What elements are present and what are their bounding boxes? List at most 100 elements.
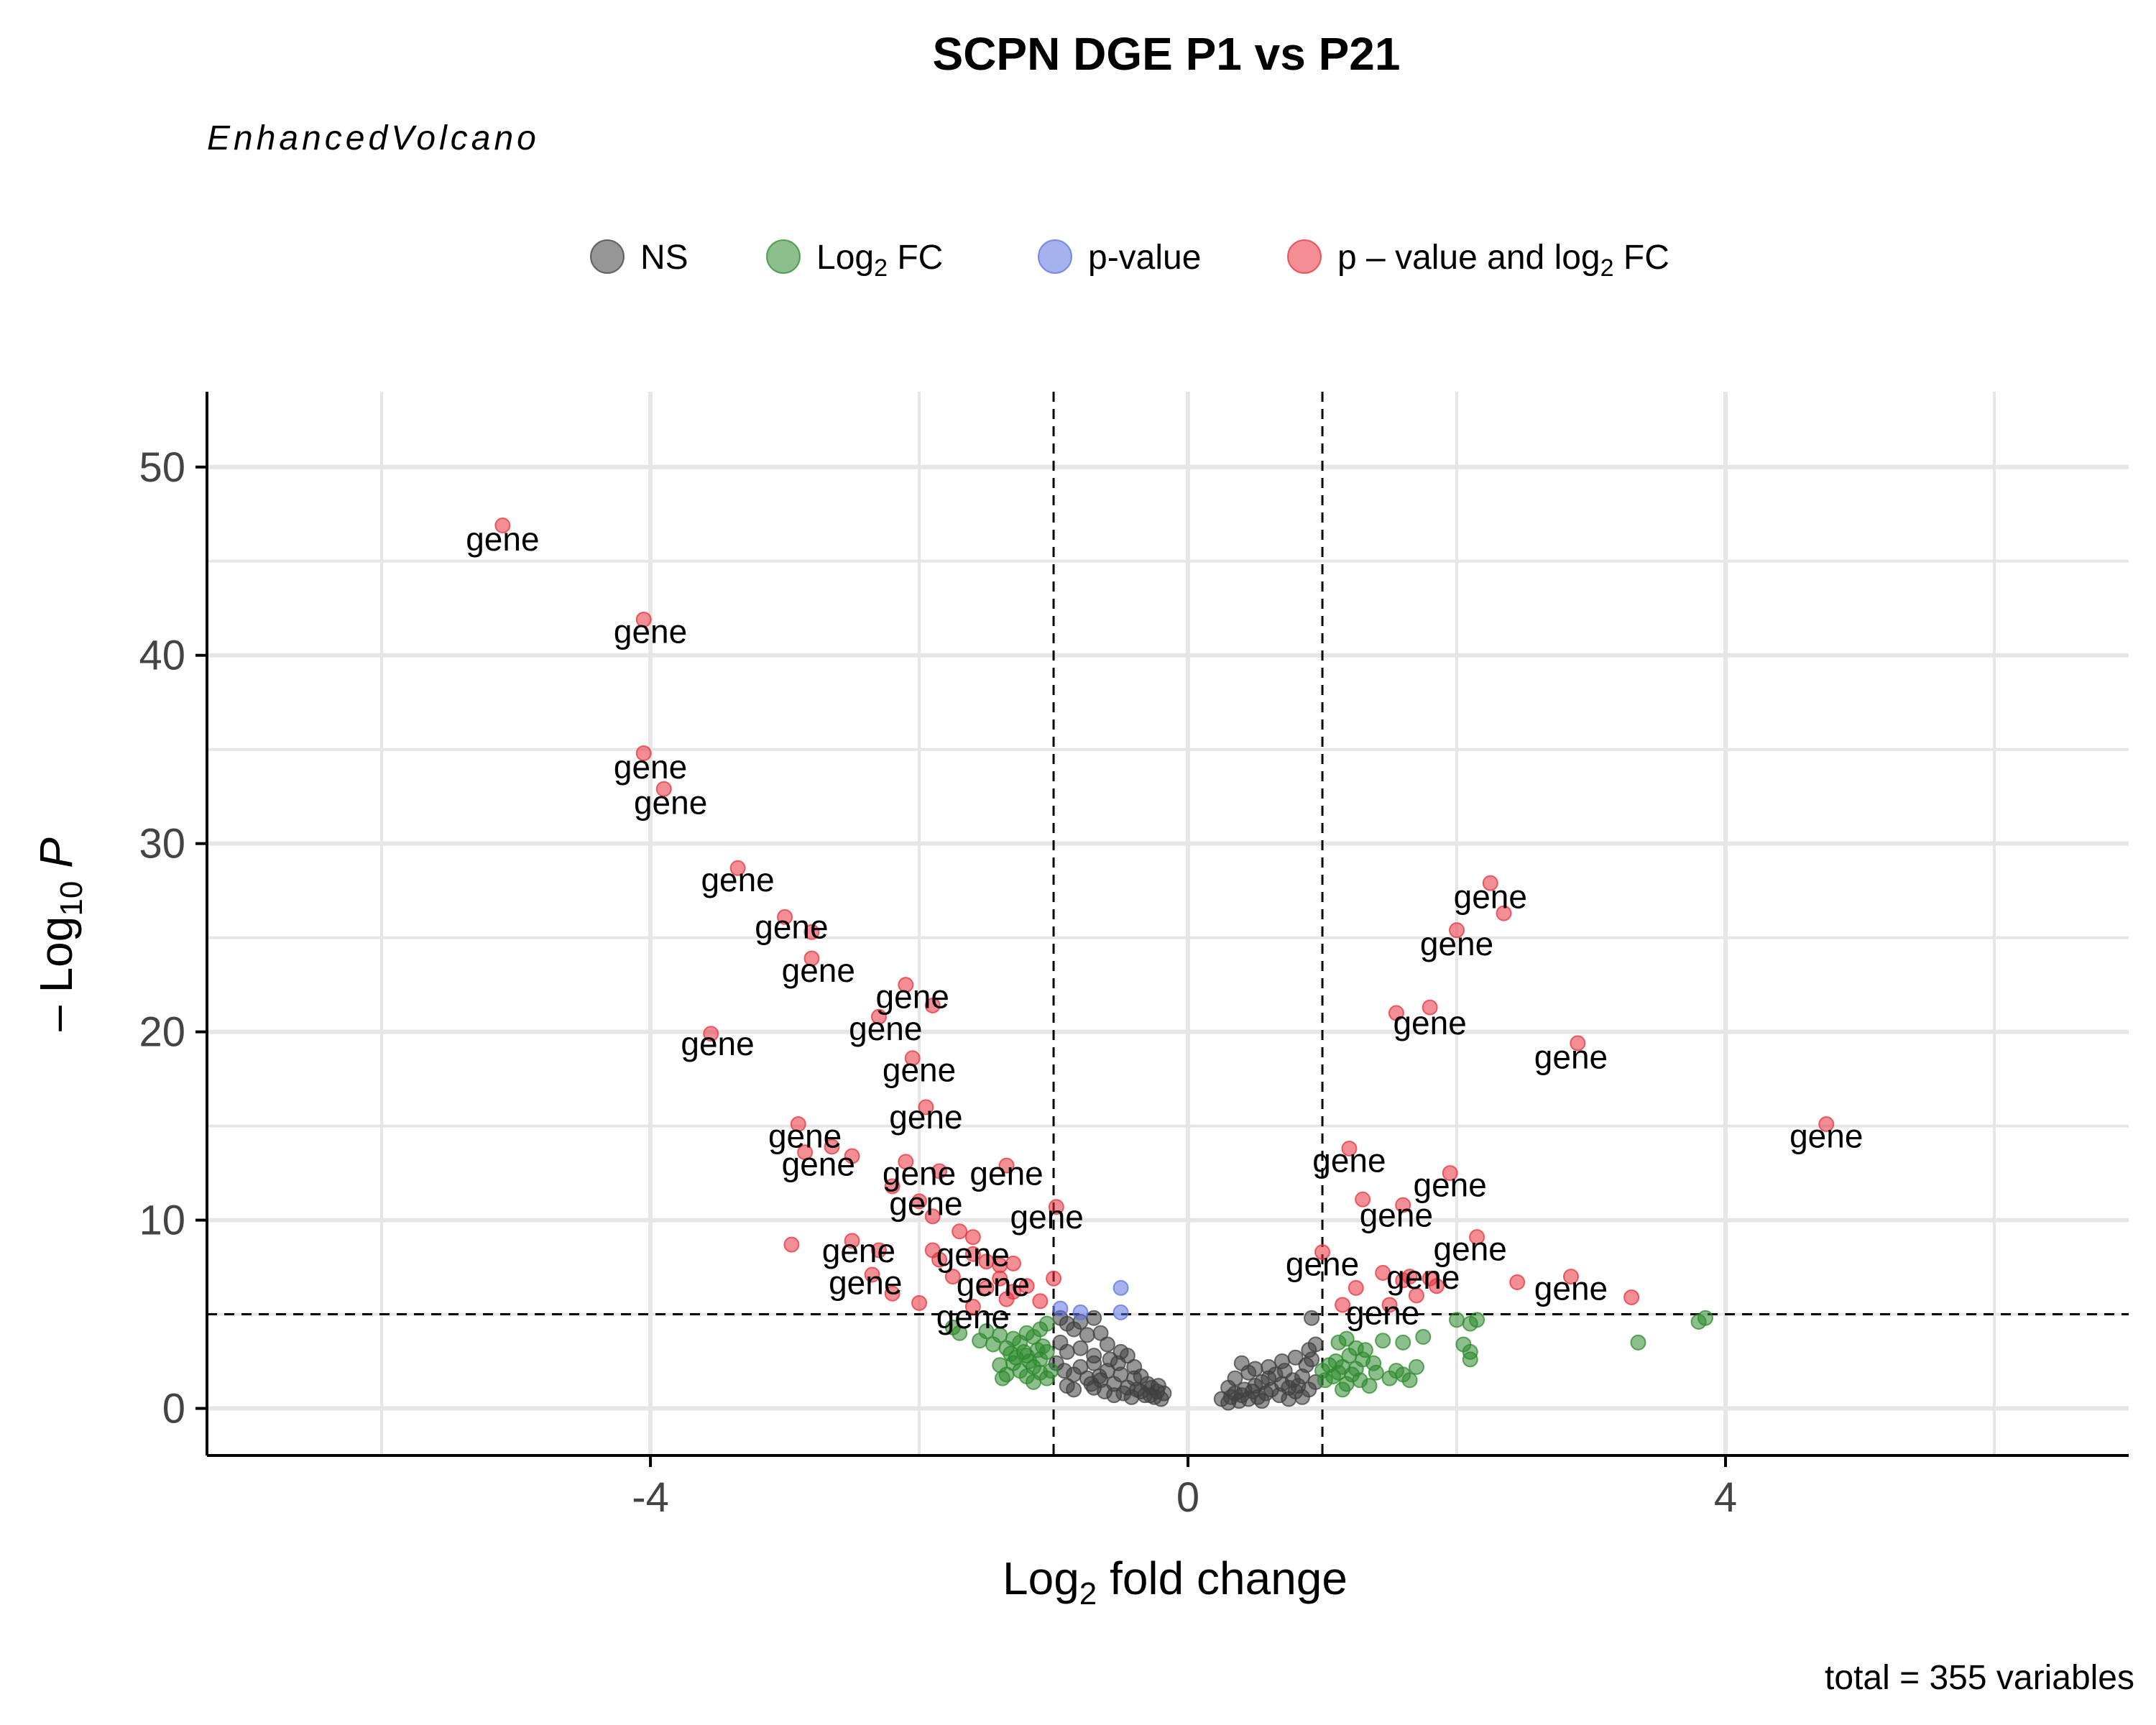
data-point [952, 1223, 968, 1240]
data-point [1401, 1372, 1418, 1389]
data-point [992, 1270, 1008, 1287]
data-point [1368, 1364, 1384, 1381]
data-point [1003, 1346, 1019, 1362]
data-point [1415, 1328, 1432, 1345]
data-point [790, 1116, 806, 1132]
point-label: gene [782, 1146, 855, 1183]
data-point [1335, 1297, 1351, 1313]
data-point [655, 781, 672, 797]
data-point [924, 1208, 941, 1225]
data-point [1287, 1349, 1304, 1366]
y-tick-label: 0 [162, 1386, 185, 1432]
y-tick-label: 40 [139, 632, 185, 679]
point-label: gene [883, 1052, 956, 1089]
data-point [1304, 1310, 1320, 1326]
data-point [1032, 1293, 1049, 1310]
data-point [1059, 1343, 1075, 1360]
point-label: gene [755, 908, 828, 946]
y-tick-label: 30 [139, 821, 185, 868]
data-point [1261, 1358, 1277, 1375]
point-label: gene [1286, 1245, 1359, 1282]
chart-title: SCPN DGE P1 vs P21 [933, 28, 1401, 80]
legend-swatch [766, 239, 801, 274]
data-point [884, 1178, 900, 1195]
x-axis-title: Log2 fold change [1003, 1552, 1348, 1611]
data-point [1046, 1270, 1062, 1287]
legend-label: p-value [1088, 239, 1201, 277]
data-point [964, 1246, 981, 1262]
data-point [898, 977, 914, 993]
data-point [1083, 1376, 1100, 1392]
x-axis-title-rest: fold change [1097, 1552, 1348, 1604]
data-point [978, 1279, 995, 1296]
data-point [1408, 1358, 1424, 1375]
data-point [1341, 1141, 1358, 1157]
point-label: gene [701, 861, 774, 898]
data-point [1697, 1310, 1713, 1326]
data-point [729, 860, 746, 876]
data-point [777, 908, 793, 925]
data-point [1623, 1289, 1640, 1305]
y-axis-title-pre: – Log [30, 916, 82, 1031]
data-point [870, 1008, 887, 1025]
data-point [972, 1333, 988, 1349]
data-point [1066, 1321, 1082, 1338]
data-point [635, 745, 652, 761]
data-point [1314, 1244, 1331, 1261]
point-label: gene [614, 612, 687, 650]
data-point [803, 950, 820, 967]
point-label: gene [1534, 1038, 1608, 1075]
data-point [964, 1299, 981, 1315]
data-point [1150, 1378, 1166, 1394]
data-point [992, 1357, 1008, 1374]
point-label: gene [1393, 1004, 1466, 1041]
data-point [1005, 1255, 1021, 1271]
data-point [994, 1370, 1010, 1386]
data-point [1294, 1389, 1310, 1405]
data-point [1428, 1278, 1445, 1294]
data-point [944, 1319, 961, 1335]
data-point [1388, 1005, 1404, 1021]
point-label: gene [634, 784, 707, 822]
data-point [1281, 1391, 1297, 1407]
point-label: gene [1420, 925, 1493, 962]
data-point [1496, 905, 1512, 921]
data-point [844, 1233, 860, 1249]
point-label: gene [936, 1236, 1010, 1273]
data-point [635, 611, 652, 627]
point-label: gene [681, 1025, 754, 1062]
data-point [1570, 1035, 1586, 1052]
data-point [1048, 1199, 1064, 1215]
data-point [1509, 1274, 1526, 1291]
data-point [1818, 1116, 1835, 1132]
point-label: gene [876, 978, 949, 1015]
data-point [1469, 1312, 1485, 1328]
data-point [1375, 1333, 1391, 1349]
x-tick-label: -4 [632, 1474, 669, 1521]
chart-caption: total = 355 variables [1825, 1659, 2134, 1697]
data-point [1220, 1379, 1237, 1396]
point-label: gene [957, 1266, 1030, 1303]
y-tick-label: 20 [139, 1009, 185, 1056]
data-point [1408, 1287, 1424, 1304]
data-point [1133, 1368, 1149, 1384]
x-axis-title-main: Log [1003, 1552, 1079, 1604]
point-label: gene [1434, 1230, 1507, 1267]
data-point [1273, 1353, 1290, 1370]
data-point [1102, 1351, 1118, 1368]
data-point [1043, 1363, 1059, 1379]
data-point [1449, 1312, 1465, 1328]
legend-label: Log2 FC [816, 239, 943, 282]
data-point [898, 1154, 914, 1170]
legend-swatch [1287, 239, 1322, 274]
data-point [904, 1050, 921, 1067]
data-point [1395, 1334, 1411, 1351]
data-point [1247, 1361, 1263, 1377]
point-label: gene [768, 1117, 842, 1154]
point-label: gene [1010, 1198, 1084, 1236]
data-point [944, 1269, 961, 1285]
data-point [864, 1266, 880, 1283]
data-point [1381, 1297, 1398, 1313]
legend: NS Log2 FC p-value p – value and log2 FC [590, 239, 1669, 282]
